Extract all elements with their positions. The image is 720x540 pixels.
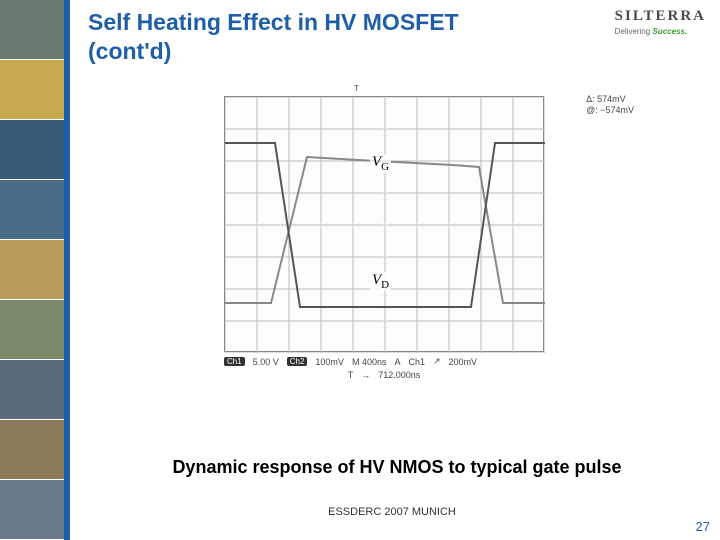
sidebar-tile [0,480,64,540]
figure-caption: Dynamic response of HV NMOS to typical g… [88,457,706,478]
sidebar-tile [0,0,64,60]
oscilloscope-figure: T Δ: 574mV @: −574mV VG VD Ch1 5.00 V Ch… [174,88,594,418]
slide-content: Self Heating Effect in HV MOSFET (cont'd… [64,0,720,540]
logo-tagline: Delivering Success. [615,27,706,36]
scope-grid [225,97,545,353]
cursor-readout: Δ: 574mV @: −574mV [586,94,634,116]
scope-info-row-2: T → 712.000ns [224,370,544,380]
photo-sidebar [0,0,64,540]
scope-screen [224,96,544,352]
vg-label: VG [370,154,391,173]
slide-title: Self Heating Effect in HV MOSFET (cont'd… [88,8,528,66]
logo-text: SILTERRA [615,8,706,25]
sidebar-tile [0,300,64,360]
sidebar-tile [0,420,64,480]
trigger-icon: T [354,84,368,94]
sidebar-tile [0,120,64,180]
sidebar-tile [0,60,64,120]
accent-bar [64,0,70,540]
page-number: 27 [696,519,710,534]
conference-footer: ESSDERC 2007 MUNICH [64,506,720,518]
scope-info-row-1: Ch1 5.00 V Ch2 100mV M 400ns A Ch1 ↗ 200… [224,356,544,367]
sidebar-tile [0,360,64,420]
vd-label: VD [370,272,391,291]
sidebar-tile [0,180,64,240]
sidebar-tile [0,240,64,300]
company-logo: SILTERRA Delivering Success. [615,8,706,36]
